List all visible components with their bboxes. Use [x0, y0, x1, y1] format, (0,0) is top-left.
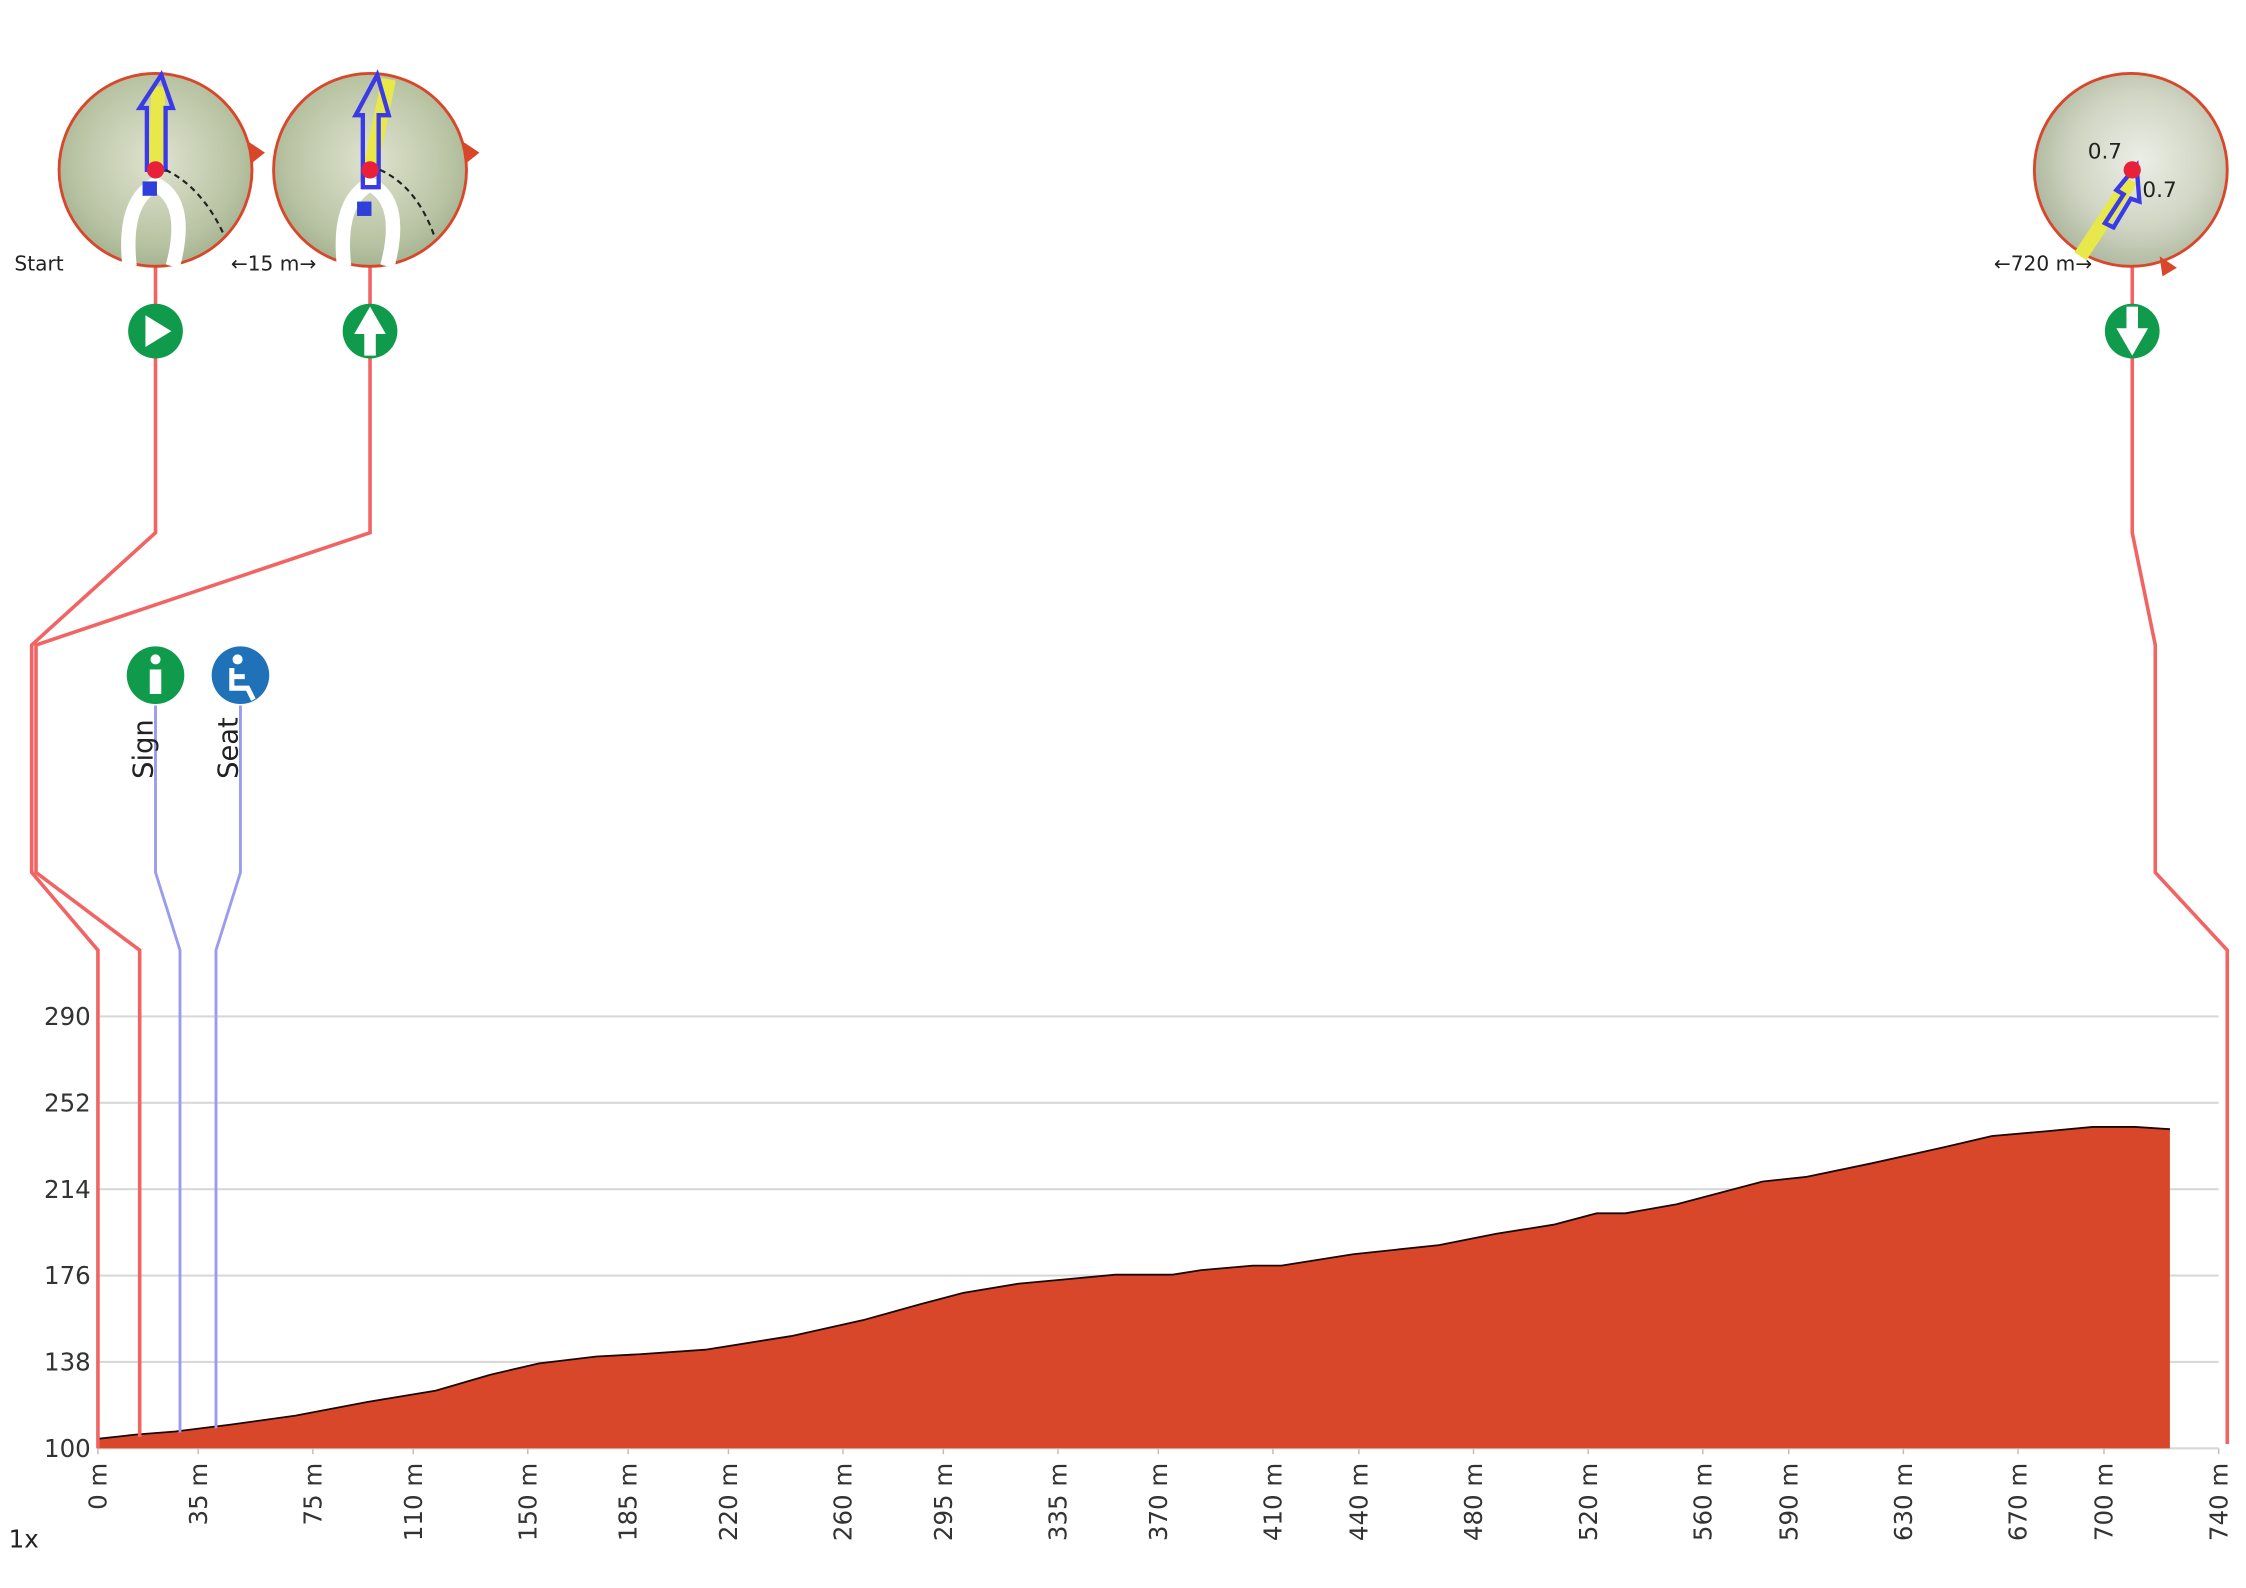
y-tick-label: 214 — [44, 1175, 91, 1204]
waypoint-label: Start — [14, 252, 63, 276]
x-tick-label: 440 m — [1345, 1463, 1374, 1541]
x-tick-label: 630 m — [1889, 1463, 1918, 1541]
x-tick-label: 260 m — [829, 1463, 858, 1541]
map-thumbnail — [274, 73, 480, 266]
x-tick-label: 0 m — [84, 1463, 113, 1510]
y-tick-label: 176 — [44, 1261, 91, 1290]
map-thumbnail — [2034, 73, 2227, 276]
x-tick-label: 410 m — [1259, 1463, 1288, 1541]
x-tick-label: 295 m — [929, 1463, 958, 1541]
y-tick-label: 138 — [44, 1348, 91, 1377]
x-tick-label: 480 m — [1459, 1463, 1488, 1541]
poi-label: Seat — [214, 717, 245, 779]
zoom-label: 1x — [9, 1525, 39, 1554]
x-tick-label: 335 m — [1044, 1463, 1073, 1541]
waypoint-icon — [128, 304, 2159, 359]
x-tick-label: 110 m — [399, 1463, 428, 1541]
y-tick-label: 100 — [44, 1434, 91, 1463]
map-thumbnail — [59, 73, 265, 266]
x-tick-label: 150 m — [513, 1463, 542, 1541]
x-tick-label: 220 m — [714, 1463, 743, 1541]
waypoint-label: ←720 m→ — [1994, 252, 2092, 276]
area — [98, 1128, 2170, 1449]
x-tick-label: 370 m — [1144, 1463, 1173, 1541]
x-tick-label: 590 m — [1774, 1463, 1803, 1541]
x-tick-label: 185 m — [614, 1463, 643, 1541]
waypoint-label: ←15 m→ — [231, 252, 316, 276]
poi-label: Sign — [129, 719, 160, 779]
chart: 740 m 700 m 670 m 630 m 590 m 560 m 520 m 480 m… — [0, 0, 2246, 1588]
x-tick-label: 700 m — [2090, 1463, 2119, 1541]
poi-icon — [127, 646, 270, 704]
x-tick-label: 560 m — [1688, 1463, 1717, 1541]
map-label: 0.7 — [2088, 139, 2122, 164]
x-tick-label: 740 m — [2204, 1463, 2233, 1541]
x-tick-label: 35 m — [184, 1463, 213, 1526]
y-tick-label: 252 — [44, 1088, 91, 1117]
x-tick-label: 670 m — [2004, 1463, 2033, 1541]
x-tick-label: 520 m — [1574, 1463, 1603, 1541]
map-label: 0.7 — [2142, 178, 2176, 203]
y-tick-label: 290 — [44, 1002, 91, 1031]
x-tick-label: 75 m — [298, 1463, 327, 1526]
page: {"chart_data": { "type": "area", "x": [0… — [0, 0, 2246, 1588]
